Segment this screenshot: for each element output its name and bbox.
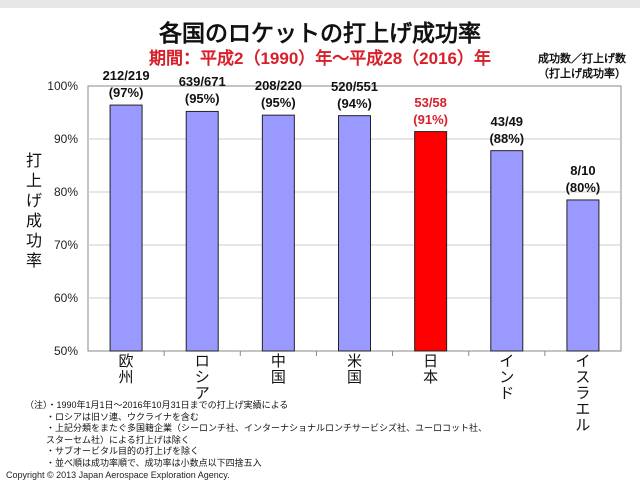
y-tick-label: 80% xyxy=(54,185,78,199)
rate-label: (91%) xyxy=(413,111,448,127)
rate-label: (80%) xyxy=(565,179,601,195)
x-category-label: 欧州 xyxy=(118,353,134,386)
chart-subtitle: 期間：平成2（1990）年～平成28（2016）年 xyxy=(149,49,491,68)
y-tick-label: 50% xyxy=(54,344,78,358)
legend-note-line: 成功数／打上げ数 xyxy=(538,53,626,65)
y-tick-label: 100% xyxy=(47,79,78,93)
count-label: 53/58 xyxy=(414,94,447,110)
bar xyxy=(109,104,143,352)
footnote: ・ロシアは旧ソ連、ウクライナを含む xyxy=(46,411,199,422)
bar xyxy=(338,115,371,352)
y-tick-label: 70% xyxy=(54,238,78,252)
rate-label: (95%) xyxy=(184,91,220,107)
chart-title: 各国のロケットの打上げ成功率 xyxy=(159,20,481,46)
footnotes: （注）・1990年1月1日～2016年10月31日までの打上げ実績による ・ロシ… xyxy=(25,400,495,469)
legend-note-line: （打上げ成功率） xyxy=(538,68,626,80)
count-label: 639/671 xyxy=(178,74,226,90)
count-label: 43/49 xyxy=(490,113,524,129)
rate-label: (95%) xyxy=(261,95,296,111)
count-label: 8/10 xyxy=(570,162,596,178)
bar xyxy=(261,114,295,352)
x-category-label: 日本 xyxy=(423,353,439,386)
data-label: 208/220 (95%) xyxy=(238,77,318,111)
y-tick-label: 90% xyxy=(54,132,78,146)
x-category-label: ロシア xyxy=(194,353,210,402)
data-label: 520/551 (94%) xyxy=(315,78,395,112)
rate-label: (97%) xyxy=(108,85,144,101)
data-label: 43/49 (88%) xyxy=(467,113,547,147)
x-category-label: 中国 xyxy=(270,353,286,386)
rate-label: (88%) xyxy=(489,130,525,146)
rate-label: (94%) xyxy=(337,95,372,111)
bar xyxy=(414,131,448,352)
footnote: ・サブオービタル目的の打上げを除く xyxy=(46,446,200,456)
bar xyxy=(185,110,219,352)
y-tick-label: 60% xyxy=(54,291,78,305)
data-label: 639/671 (95%) xyxy=(162,73,242,107)
footnote: ・上記分類をまたぐ多国籍企業（シーロンチ社、インターナショナルロンチサービシズ社… xyxy=(46,423,488,445)
count-label: 520/551 xyxy=(331,78,378,94)
data-label: 53/58 (91%) xyxy=(391,94,471,128)
data-label: 8/10 (80%) xyxy=(543,162,623,196)
bar xyxy=(490,150,524,352)
legend-note: 成功数／打上げ数 （打上げ成功率） xyxy=(538,52,626,82)
copyright: Copyright © 2013 Japan Aerospace Explora… xyxy=(6,470,230,480)
top-bar xyxy=(0,0,640,8)
x-category-label: イスラエル xyxy=(575,353,591,434)
x-category-label: 米国 xyxy=(346,353,362,386)
footnote: （注）・1990年1月1日～2016年10月31日までの打上げ実績による xyxy=(25,400,289,410)
footnote: ・並べ順は成功率順で、成功率は小数点以下四捨五入 xyxy=(46,457,262,468)
x-category-label: インド xyxy=(499,353,515,402)
bar xyxy=(566,199,600,352)
count-label: 208/220 xyxy=(254,78,302,94)
data-label: 212/219 (97%) xyxy=(86,67,166,101)
count-label: 212/219 xyxy=(102,68,150,84)
y-axis-label: 打上げ成功率 xyxy=(26,153,43,270)
